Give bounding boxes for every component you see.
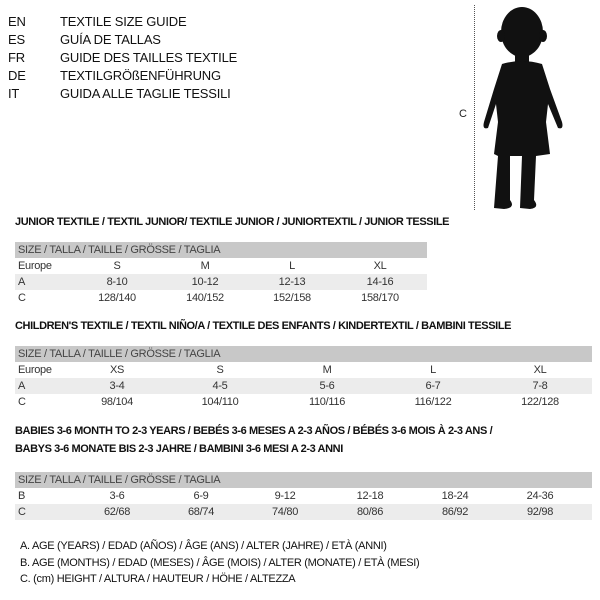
row-label: C [18, 292, 26, 304]
lang-code: IT [8, 86, 20, 101]
height-measure-line [474, 5, 475, 210]
cell: L [289, 260, 295, 272]
lang-code: EN [8, 14, 26, 29]
height-measure-label: C [459, 108, 467, 120]
table-header: SIZE / TALLA / TAILLE / GRÖSSE / TAGLIA [15, 346, 592, 362]
lang-de: DE TEXTILGRÖßENFÜHRUNG [8, 68, 221, 83]
header-label: SIZE / TALLA / TAILLE / GRÖSSE / TAGLIA [18, 474, 221, 486]
cell: 80/86 [356, 506, 384, 518]
cell: 68/74 [187, 506, 215, 518]
lang-text: TEXTILE SIZE GUIDE [60, 14, 187, 29]
row-label: C [18, 506, 26, 518]
cell: 24-36 [526, 490, 554, 502]
cell: 14-16 [366, 276, 394, 288]
table-row: Europe XS S M L XL [15, 362, 592, 378]
cell: 6-7 [425, 380, 441, 392]
cell: M [322, 364, 332, 376]
cell: 12-13 [278, 276, 306, 288]
cell: L [430, 364, 436, 376]
row-label: Europe [18, 260, 52, 272]
lang-es: ES GUÍA DE TALLAS [8, 32, 161, 47]
lang-text: GUÍA DE TALLAS [60, 32, 161, 47]
lang-code: ES [8, 32, 25, 47]
cell: 4-5 [212, 380, 228, 392]
cell: 104/110 [201, 396, 239, 408]
legend-b: B. AGE (MONTHS) / EDAD (MESES) / ÂGE (MO… [20, 557, 420, 569]
babies-title-line2: BABYS 3-6 MONATE BIS 2-3 JAHRE / BAMBINI… [15, 443, 343, 455]
cell: XL [373, 260, 387, 272]
row-label: A [18, 380, 26, 392]
row-label: B [18, 490, 26, 502]
cell: S [216, 364, 224, 376]
cell: 10-12 [191, 276, 219, 288]
cell: 5-6 [319, 380, 335, 392]
lang-text: TEXTILGRÖßENFÜHRUNG [60, 68, 221, 83]
legend-c: C. (cm) HEIGHT / ALTURA / HAUTEUR / HÖHE… [20, 573, 296, 585]
lang-text: GUIDE DES TAILLES TEXTILE [60, 50, 238, 65]
cell: XL [533, 364, 547, 376]
lang-it: IT GUIDA ALLE TAGLIE TESSILI [8, 86, 231, 101]
cell: 116/122 [414, 396, 452, 408]
cell: M [200, 260, 210, 272]
babies-title-line1: BABIES 3-6 MONTH TO 2-3 YEARS / BEBÉS 3-… [15, 425, 493, 437]
lang-en: EN TEXTILE SIZE GUIDE [8, 14, 187, 29]
children-size-table: SIZE / TALLA / TAILLE / GRÖSSE / TAGLIA … [15, 346, 592, 410]
table-row: C 98/104 104/110 110/116 116/122 122/128 [15, 394, 592, 410]
cell: 6-9 [193, 490, 209, 502]
cell: 152/158 [273, 292, 311, 304]
cell: 3-4 [109, 380, 125, 392]
lang-text: GUIDA ALLE TAGLIE TESSILI [60, 86, 231, 101]
cell: 3-6 [109, 490, 125, 502]
cell: 62/68 [103, 506, 131, 518]
lang-fr: FR GUIDE DES TAILLES TEXTILE [8, 50, 237, 65]
cell: 8-10 [106, 276, 128, 288]
cell: 86/92 [441, 506, 469, 518]
cell: 98/104 [101, 396, 133, 408]
cell: 92/98 [526, 506, 554, 518]
row-label: Europe [18, 364, 52, 376]
junior-title: JUNIOR TEXTILE / TEXTIL JUNIOR/ TEXTILE … [15, 216, 450, 228]
cell: 128/140 [98, 292, 136, 304]
row-label: A [18, 276, 26, 288]
legend-a: A. AGE (YEARS) / EDAD (AÑOS) / ÂGE (ANS)… [20, 540, 387, 552]
cell: 158/170 [361, 292, 399, 304]
table-row: C 62/68 68/74 74/80 80/86 86/92 92/98 [15, 504, 592, 520]
table-header: SIZE / TALLA / TAILLE / GRÖSSE / TAGLIA [15, 242, 427, 258]
lang-code: DE [8, 68, 26, 83]
child-silhouette-icon [483, 7, 563, 209]
header-label: SIZE / TALLA / TAILLE / GRÖSSE / TAGLIA [18, 244, 221, 256]
cell: 18-24 [441, 490, 469, 502]
cell: S [113, 260, 121, 272]
cell: 122/128 [521, 396, 559, 408]
cell: 9-12 [274, 490, 296, 502]
row-label: C [18, 396, 26, 408]
table-row: A 3-4 4-5 5-6 6-7 7-8 [15, 378, 592, 394]
table-row: A 8-10 10-12 12-13 14-16 [15, 274, 427, 290]
cell: 140/152 [186, 292, 224, 304]
cell: 110/116 [308, 396, 346, 408]
cell: XS [109, 364, 125, 376]
table-row: Europe S M L XL [15, 258, 427, 274]
cell: 12-18 [356, 490, 384, 502]
table-header: SIZE / TALLA / TAILLE / GRÖSSE / TAGLIA [15, 472, 592, 488]
lang-code: FR [8, 50, 25, 65]
header-label: SIZE / TALLA / TAILLE / GRÖSSE / TAGLIA [18, 348, 221, 360]
babies-size-table: SIZE / TALLA / TAILLE / GRÖSSE / TAGLIA … [15, 472, 592, 520]
junior-size-table: SIZE / TALLA / TAILLE / GRÖSSE / TAGLIA … [15, 242, 427, 306]
table-row: C 128/140 140/152 152/158 158/170 [15, 290, 427, 306]
cell: 74/80 [271, 506, 299, 518]
cell: 7-8 [532, 380, 548, 392]
children-title: CHILDREN'S TEXTILE / TEXTIL NIÑO/A / TEX… [15, 320, 512, 332]
table-row: B 3-6 6-9 9-12 12-18 18-24 24-36 [15, 488, 592, 504]
